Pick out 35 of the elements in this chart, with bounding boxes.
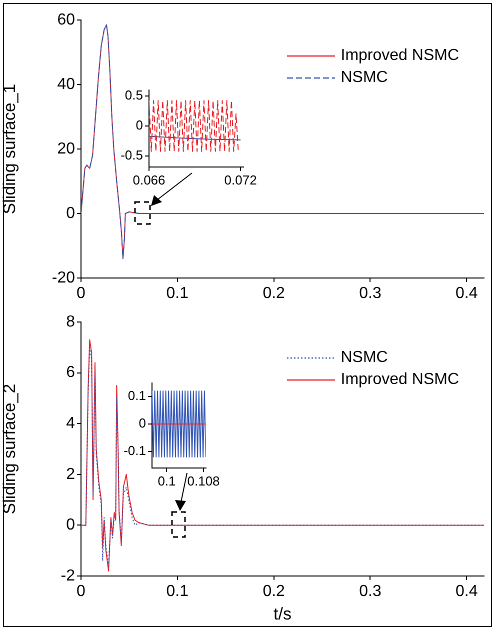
x-tick-label: 0.4 [456, 285, 478, 302]
legend-label: Improved NSMC [340, 370, 459, 390]
y-tick-label: 0.5 [124, 87, 143, 102]
legend-label: NSMC [340, 348, 388, 368]
x-tick-label: 0.3 [359, 285, 382, 302]
y-tick-label: 0 [138, 416, 146, 431]
y-tick-label: 60 [57, 11, 76, 28]
x-tick-label: 0.108 [187, 473, 220, 488]
x-tick-label: 0.2 [262, 583, 286, 600]
x-axis-title: t/s [274, 604, 292, 624]
x-tick-label: 0.3 [359, 583, 382, 600]
y-tick-label: -20 [52, 269, 76, 286]
x-tick-label: 0.072 [224, 172, 257, 188]
y-tick-label: -2 [60, 567, 76, 584]
x-tick-label: 0.1 [166, 583, 189, 600]
x-tick-label: 0.4 [456, 583, 478, 600]
y-tick-label: 6 [66, 364, 76, 382]
legend-label: NSMC [340, 68, 388, 88]
y-tick-label: 8 [66, 313, 76, 330]
y-tick-label: 0.1 [128, 388, 146, 404]
y-tick-label: 2 [66, 466, 76, 483]
y-tick-label: 0 [66, 204, 76, 222]
y-tick-label: -0.5 [120, 148, 143, 163]
y-tick-label: 40 [57, 76, 76, 93]
y-axis-title: Sliding surface_2 [0, 384, 19, 514]
y-tick-label: 4 [66, 415, 76, 432]
y-tick-label: -0.1 [124, 443, 146, 458]
x-tick-label: 0.066 [132, 172, 166, 188]
y-tick-label: 20 [57, 140, 76, 158]
legend-label: Improved NSMC [340, 46, 459, 66]
x-tick-label: 0.1 [166, 285, 189, 302]
y-tick-label: 0 [136, 118, 143, 133]
x-tick-label: 0.2 [262, 285, 286, 302]
y-tick-label: 0 [66, 516, 76, 534]
y-axis-title: Sliding surface_1 [0, 84, 19, 214]
